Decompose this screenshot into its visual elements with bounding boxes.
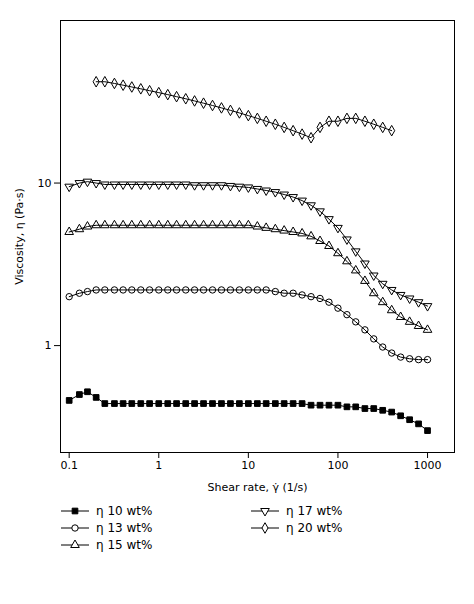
svg-text:1: 1	[45, 339, 52, 352]
html-text:η 17 wt%: η 17 wt%	[286, 504, 343, 518]
html-text:η 20 wt%: η 20 wt%	[286, 521, 343, 535]
svg-text:1000: 1000	[414, 459, 442, 472]
svg-text:10: 10	[241, 459, 255, 472]
svg-text:1: 1	[155, 459, 162, 472]
svg-text:Viscosity, η (Pa·s): Viscosity, η (Pa·s)	[13, 188, 26, 285]
svg-text:10: 10	[38, 177, 52, 190]
svg-text:0.1: 0.1	[60, 459, 78, 472]
html-text:η 10 wt%: η 10 wt%	[96, 504, 153, 518]
svg-text:Shear rate, γ̇ (1/s): Shear rate, γ̇ (1/s)	[208, 481, 308, 494]
html-text:η 15 wt%: η 15 wt%	[96, 538, 153, 552]
html-text:η 13 wt%: η 13 wt%	[96, 521, 153, 535]
svg-text:100: 100	[327, 459, 348, 472]
